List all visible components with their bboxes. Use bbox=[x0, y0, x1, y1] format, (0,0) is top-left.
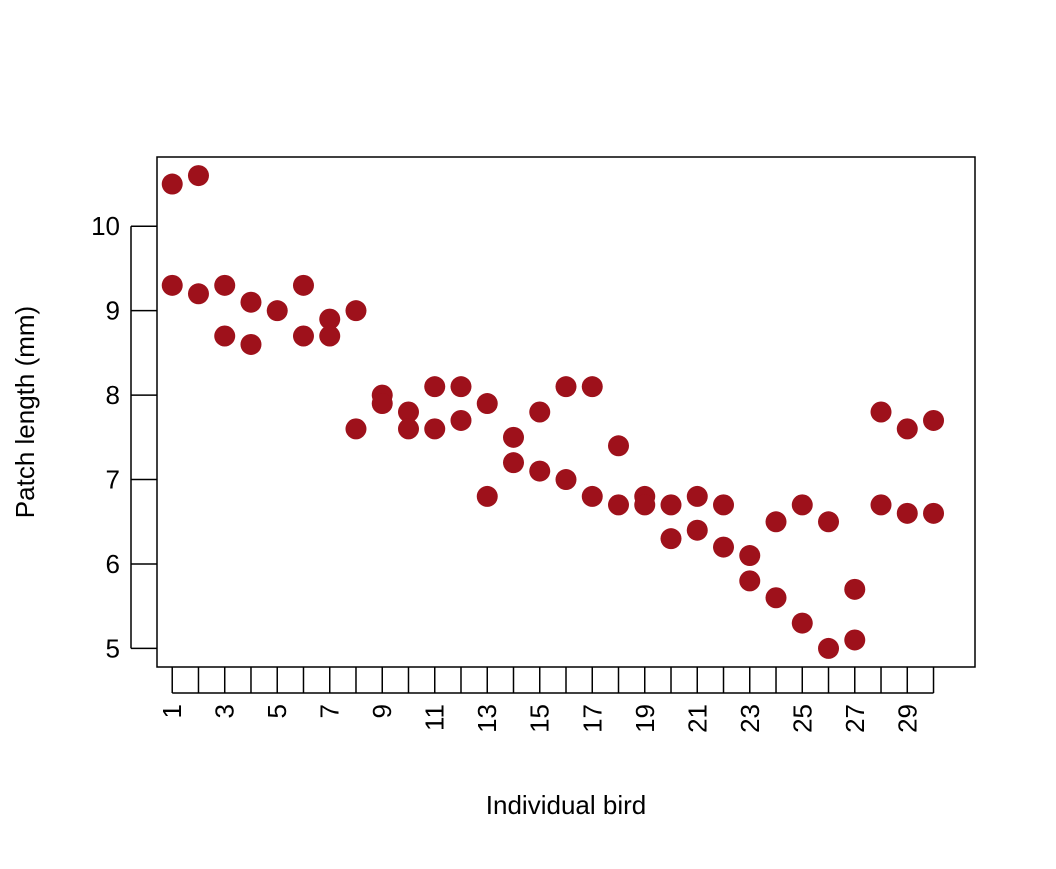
x-tick-label: 1 bbox=[157, 704, 187, 718]
data-point bbox=[397, 418, 419, 440]
data-point bbox=[266, 300, 288, 322]
data-point bbox=[319, 325, 341, 347]
data-point bbox=[161, 274, 183, 296]
data-point bbox=[424, 418, 446, 440]
data-point bbox=[529, 460, 551, 482]
data-point bbox=[923, 409, 945, 431]
data-point bbox=[397, 401, 419, 423]
data-point bbox=[292, 274, 314, 296]
data-point bbox=[791, 612, 813, 634]
data-point bbox=[292, 325, 314, 347]
data-point bbox=[345, 300, 367, 322]
x-axis: 1 3 5 7 9 11 13 15 17 19 21 23 25 27 29 bbox=[157, 667, 935, 733]
data-points bbox=[161, 165, 945, 659]
data-point bbox=[686, 519, 708, 541]
data-point bbox=[581, 376, 603, 398]
data-point bbox=[608, 435, 630, 457]
x-tick-label: 11 bbox=[420, 704, 450, 731]
x-tick-label: 9 bbox=[367, 704, 397, 718]
data-point bbox=[713, 536, 735, 558]
data-point bbox=[555, 469, 577, 491]
data-point bbox=[502, 452, 524, 474]
y-tick-label: 9 bbox=[106, 296, 120, 326]
data-point bbox=[896, 418, 918, 440]
data-point bbox=[818, 637, 840, 659]
x-tick-label: 17 bbox=[577, 704, 607, 733]
data-point bbox=[450, 376, 472, 398]
data-point bbox=[765, 511, 787, 533]
x-tick-label: 19 bbox=[630, 704, 660, 733]
data-point bbox=[502, 426, 524, 448]
data-point bbox=[450, 409, 472, 431]
y-axis-label: Patch length (mm) bbox=[10, 306, 40, 518]
x-tick-label: 3 bbox=[210, 704, 240, 718]
data-point bbox=[214, 325, 236, 347]
x-tick-label: 7 bbox=[315, 704, 345, 718]
y-tick-label: 6 bbox=[106, 549, 120, 579]
data-point bbox=[240, 333, 262, 355]
data-point bbox=[476, 393, 498, 415]
data-point bbox=[529, 401, 551, 423]
data-point bbox=[240, 291, 262, 313]
data-point bbox=[686, 485, 708, 507]
data-point bbox=[818, 511, 840, 533]
x-axis-label: Individual bird bbox=[486, 790, 646, 820]
data-point bbox=[660, 528, 682, 550]
data-point bbox=[581, 485, 603, 507]
data-point bbox=[870, 401, 892, 423]
data-point bbox=[555, 376, 577, 398]
data-point bbox=[765, 587, 787, 609]
data-point bbox=[660, 494, 682, 516]
y-tick-label: 8 bbox=[106, 380, 120, 410]
x-tick-label: 25 bbox=[787, 704, 817, 733]
data-point bbox=[476, 485, 498, 507]
data-point bbox=[319, 308, 341, 330]
x-tick-label: 13 bbox=[472, 704, 502, 733]
data-point bbox=[923, 502, 945, 524]
x-tick-label: 27 bbox=[840, 704, 870, 733]
x-tick-label: 29 bbox=[892, 704, 922, 733]
data-point bbox=[214, 274, 236, 296]
data-point bbox=[634, 494, 656, 516]
data-point bbox=[844, 629, 866, 651]
data-point bbox=[345, 418, 367, 440]
data-point bbox=[844, 578, 866, 600]
x-tick-label: 15 bbox=[525, 704, 555, 733]
y-tick-label: 10 bbox=[91, 211, 120, 241]
y-tick-label: 5 bbox=[106, 633, 120, 663]
data-point bbox=[371, 393, 393, 415]
data-point bbox=[739, 545, 761, 567]
data-point bbox=[896, 502, 918, 524]
data-point bbox=[187, 165, 209, 187]
data-point bbox=[161, 173, 183, 195]
data-point bbox=[870, 494, 892, 516]
y-tick-label: 7 bbox=[106, 465, 120, 495]
x-tick-label: 21 bbox=[682, 704, 712, 733]
y-axis: 5 6 7 8 9 10 bbox=[91, 211, 157, 663]
x-tick-label: 5 bbox=[262, 704, 292, 718]
data-point bbox=[713, 494, 735, 516]
data-point bbox=[791, 494, 813, 516]
data-point bbox=[739, 570, 761, 592]
data-point bbox=[608, 494, 630, 516]
x-tick-label: 23 bbox=[735, 704, 765, 733]
data-point bbox=[187, 283, 209, 305]
data-point bbox=[424, 376, 446, 398]
